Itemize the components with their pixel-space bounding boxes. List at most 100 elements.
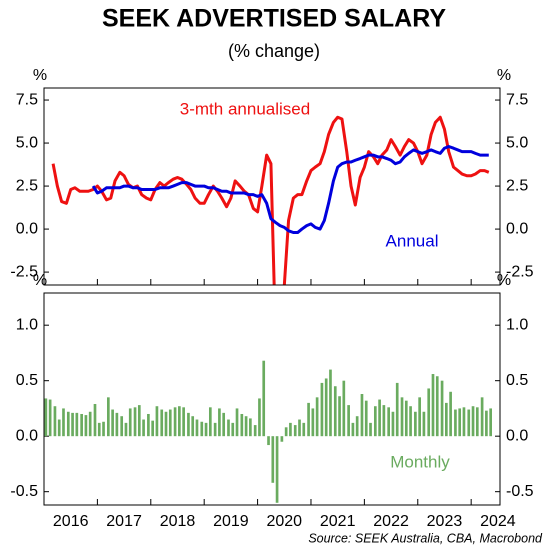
bar (218, 408, 221, 437)
y-tick-label: 1.0 (16, 316, 38, 333)
bar (404, 400, 408, 437)
bar (80, 413, 83, 437)
series-label: 3-mth annualised (180, 99, 310, 118)
bar (147, 413, 150, 437)
y-tick-label: 0.0 (16, 220, 38, 237)
bar (155, 406, 159, 437)
bar (480, 397, 484, 437)
bar (435, 376, 439, 437)
y-tick-label: 0.5 (506, 372, 528, 389)
y-tick-label: 7.5 (506, 91, 528, 108)
bar (115, 412, 119, 437)
bar (97, 422, 101, 437)
bar (111, 409, 114, 437)
bar (311, 408, 315, 437)
bar (151, 420, 154, 437)
y-tick-label: 2.5 (506, 177, 528, 194)
bar (75, 412, 79, 437)
bar (120, 416, 124, 437)
bar (57, 419, 61, 437)
bar (293, 425, 297, 437)
y-tick-label: 1.0 (506, 316, 528, 333)
bar (302, 422, 306, 437)
x-tick-label: 2021 (320, 513, 356, 530)
bar (258, 398, 261, 437)
bar (244, 416, 248, 437)
bar (373, 406, 377, 437)
bar (235, 408, 239, 437)
bar (324, 378, 328, 437)
bar (475, 407, 479, 437)
y-unit-label: % (33, 67, 47, 84)
bar (222, 412, 226, 437)
bar (187, 412, 190, 437)
data-line (91, 145, 489, 235)
bar (489, 408, 492, 437)
bar (48, 399, 52, 437)
plot-frame (43, 87, 501, 286)
y-tick-label: 0.0 (506, 427, 528, 444)
series-label: Monthly (390, 452, 450, 471)
y-tick-label: -2.5 (10, 263, 38, 280)
bar (275, 436, 279, 503)
y-unit-label: % (33, 272, 47, 289)
bar (431, 374, 435, 437)
bar (71, 412, 74, 437)
y-tick-label: -0.5 (10, 483, 38, 500)
bar (387, 407, 391, 437)
bar (182, 407, 185, 437)
bar (262, 360, 266, 437)
bar (320, 382, 324, 437)
y-unit-label: % (497, 272, 511, 289)
bar (133, 407, 137, 437)
y-tick-label: 5.0 (16, 134, 38, 151)
bar (271, 436, 275, 483)
x-tick-label: 2016 (53, 513, 89, 530)
bar (128, 408, 132, 437)
x-tick-label: 2019 (213, 513, 249, 530)
bar (422, 411, 426, 437)
bar (347, 405, 350, 437)
x-tick-label: 2023 (427, 513, 463, 530)
bar (231, 422, 235, 437)
bar (364, 400, 368, 437)
y-tick-label: 5.0 (506, 134, 528, 151)
bar (249, 418, 252, 437)
plot-area (44, 360, 492, 503)
x-tick-label: 2018 (160, 513, 196, 530)
bar (284, 427, 288, 437)
series-label: Annual (386, 231, 439, 250)
y-tick-label: 2.5 (16, 177, 38, 194)
bar (84, 415, 88, 437)
bar (333, 386, 337, 437)
bar (315, 397, 319, 437)
bar (329, 369, 332, 437)
bar (208, 407, 212, 437)
bar (62, 408, 65, 437)
bar (253, 425, 257, 437)
bar (467, 409, 471, 437)
bar (289, 422, 292, 437)
bar (164, 411, 168, 437)
bar (124, 422, 128, 437)
bar (454, 409, 457, 437)
bar (53, 406, 57, 437)
bar (168, 409, 172, 437)
bar (137, 405, 141, 437)
bar (195, 419, 199, 437)
bar (445, 402, 448, 437)
bar (240, 413, 244, 437)
bar (44, 398, 48, 437)
plot-frame (43, 292, 501, 506)
bar (267, 436, 270, 446)
bar (351, 422, 355, 437)
bar (93, 403, 97, 437)
x-tick-label: 2022 (373, 513, 409, 530)
bar (173, 407, 177, 437)
bar (200, 421, 204, 437)
bar (160, 409, 164, 437)
bar (298, 419, 301, 437)
bar (378, 399, 381, 437)
y-unit-label: % (497, 67, 511, 84)
